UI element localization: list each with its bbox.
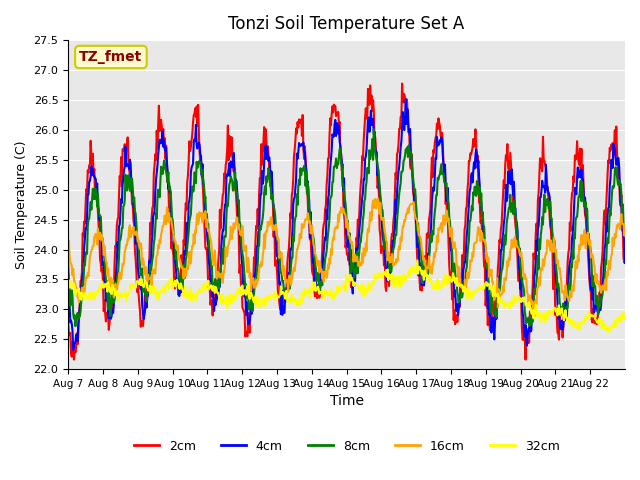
2cm [405,128,413,133]
Line: 2cm: 2cm [68,84,625,360]
8cm [131,194,138,200]
Line: 8cm: 8cm [68,129,625,326]
8cm [282,288,289,293]
Legend: 2cm, 4cm, 8cm, 16cm, 32cm: 2cm, 4cm, 8cm, 16cm, 32cm [129,435,564,458]
8cm [233,189,241,195]
Line: 16cm: 16cm [68,198,625,315]
8cm [406,146,413,152]
4cm [131,205,138,211]
4cm [260,159,268,165]
2cm [621,253,629,259]
2cm [398,81,406,86]
2cm [281,290,289,296]
8cm [436,167,444,172]
16cm [621,221,629,227]
16cm [436,226,444,231]
4cm [282,290,289,296]
2cm [260,138,268,144]
4cm [402,96,410,102]
16cm [405,210,413,216]
4cm [621,260,629,266]
Line: 4cm: 4cm [68,99,625,350]
2cm [436,123,444,129]
16cm [232,221,240,227]
Y-axis label: Soil Temperature (C): Soil Temperature (C) [15,141,28,269]
16cm [281,272,289,278]
2cm [130,218,138,224]
32cm [130,283,138,289]
16cm [130,224,138,230]
X-axis label: Time: Time [330,395,364,408]
16cm [374,195,382,201]
4cm [69,347,77,353]
32cm [281,292,289,298]
32cm [232,296,240,301]
32cm [64,282,72,288]
2cm [64,318,72,324]
8cm [621,228,629,234]
32cm [604,329,611,335]
Title: Tonzi Soil Temperature Set A: Tonzi Soil Temperature Set A [228,15,465,33]
Line: 32cm: 32cm [68,261,625,332]
16cm [64,240,72,246]
8cm [260,190,268,196]
32cm [413,258,421,264]
2cm [232,189,240,195]
2cm [522,357,529,362]
32cm [404,273,412,278]
8cm [370,126,378,132]
16cm [260,248,268,254]
32cm [260,301,268,307]
32cm [621,313,629,319]
8cm [72,324,79,329]
32cm [436,282,444,288]
4cm [436,139,444,145]
4cm [233,179,241,184]
8cm [64,261,72,266]
4cm [64,295,72,301]
Text: TZ_fmet: TZ_fmet [79,50,143,64]
16cm [531,312,539,318]
4cm [406,127,413,133]
